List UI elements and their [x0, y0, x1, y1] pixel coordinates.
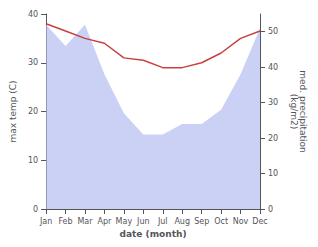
svg-text:20: 20	[28, 107, 38, 116]
svg-text:(kg/m2): (kg/m2)	[289, 94, 299, 129]
svg-text:Aug: Aug	[174, 217, 190, 226]
svg-text:0: 0	[33, 205, 38, 214]
svg-text:Dec: Dec	[252, 217, 267, 226]
svg-text:20: 20	[268, 134, 278, 143]
svg-text:date (month): date (month)	[120, 229, 187, 239]
svg-text:Oct: Oct	[214, 217, 228, 226]
svg-text:10: 10	[268, 169, 278, 178]
svg-text:40: 40	[28, 10, 38, 19]
svg-text:med. precipitation: med. precipitation	[297, 70, 308, 153]
svg-text:Feb: Feb	[58, 217, 72, 226]
svg-text:Jan: Jan	[39, 217, 52, 226]
svg-text:Jul: Jul	[157, 217, 168, 226]
svg-text:10: 10	[28, 156, 38, 165]
svg-text:Jun: Jun	[136, 217, 150, 226]
svg-text:50: 50	[268, 27, 278, 36]
svg-text:Nov: Nov	[233, 217, 249, 226]
svg-text:0: 0	[268, 205, 273, 214]
svg-text:max temp (C): max temp (C)	[8, 80, 18, 142]
svg-text:30: 30	[268, 98, 278, 107]
svg-text:May: May	[116, 217, 133, 226]
svg-text:Apr: Apr	[97, 217, 112, 226]
svg-text:40: 40	[268, 63, 278, 72]
svg-text:Mar: Mar	[77, 217, 93, 226]
svg-text:30: 30	[28, 58, 38, 67]
svg-text:Sep: Sep	[194, 217, 209, 226]
